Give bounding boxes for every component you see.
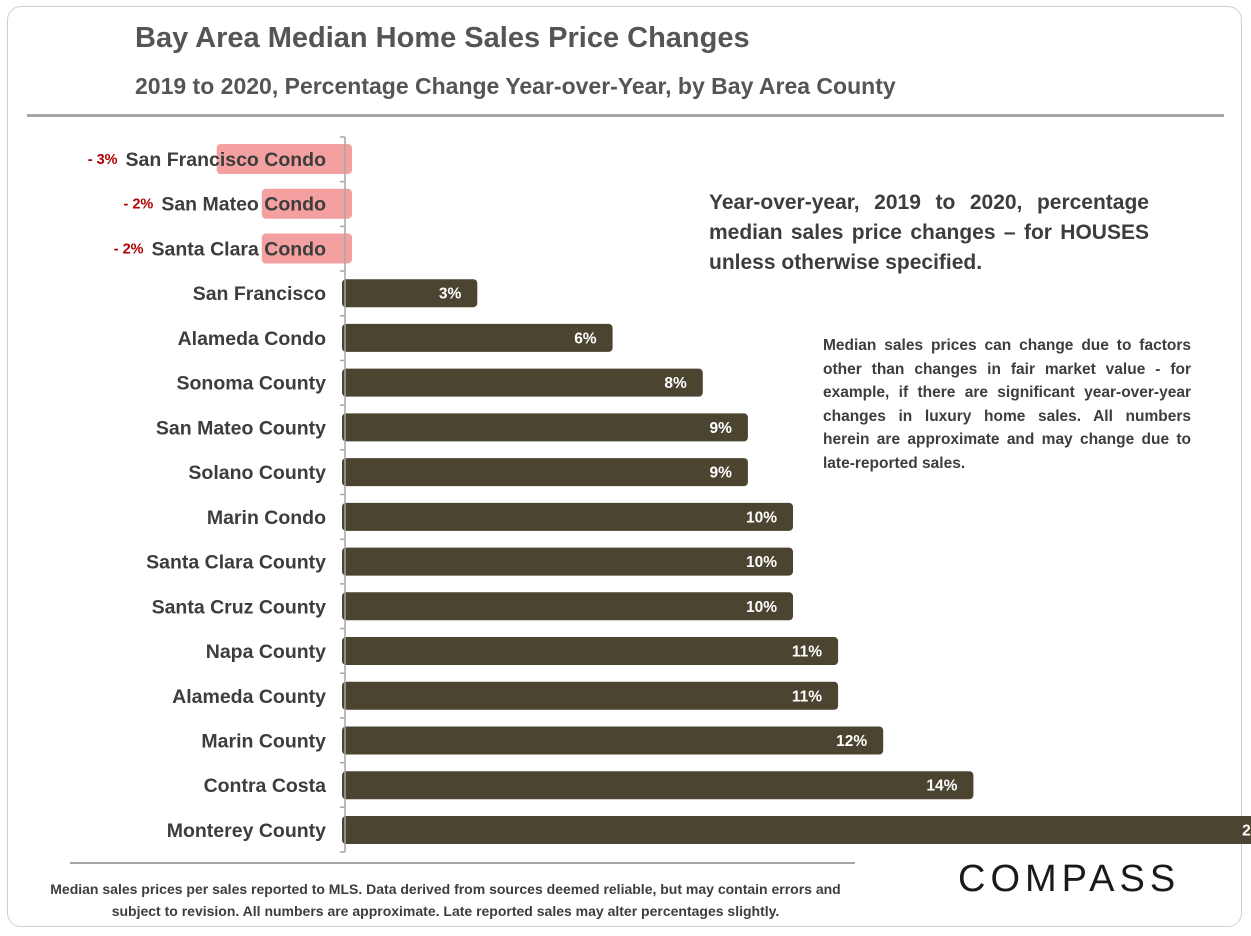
bar-santa-cruz-county (342, 592, 793, 621)
houses-note: Year-over-year, 2019 to 2020, percentage… (709, 191, 1149, 274)
footer-divider (70, 862, 855, 864)
category-label-monterey-county: Monterey County (167, 820, 326, 842)
value-label-santa-clara-county: 10% (746, 554, 777, 571)
value-label-contra-costa: 14% (926, 778, 957, 795)
bar-santa-clara-county (342, 547, 793, 576)
bar-san-francisco (342, 279, 478, 308)
category-label-marin-condo: Marin Condo (207, 507, 326, 529)
header-divider (27, 114, 1224, 117)
category-label-marin-county: Marin County (201, 730, 326, 752)
category-label-solano-county: Solano County (188, 462, 326, 484)
bar-monterey-county (342, 815, 1251, 844)
bar-alameda-condo (342, 323, 613, 352)
value-label-monterey-county: 21% (1242, 822, 1251, 839)
value-label-solano-county: 9% (709, 465, 732, 482)
value-label-san-francisco: 3% (439, 286, 462, 303)
category-label-contra-costa: Contra Costa (204, 775, 327, 797)
value-label-san-mateo-county: 9% (709, 420, 732, 437)
bar-contra-costa (342, 771, 974, 800)
value-label-marin-county: 12% (836, 733, 867, 750)
bar-marin-condo (342, 502, 793, 531)
value-label-san-mateo-condo: - 2% (124, 197, 154, 213)
category-label-sonoma-county: Sonoma County (177, 373, 327, 395)
bar-alameda-county (342, 681, 839, 710)
bar-sonoma-county (342, 368, 703, 397)
category-label-san-mateo-county: San Mateo County (156, 417, 326, 439)
category-label-alameda-county: Alameda County (172, 686, 326, 708)
category-label-alameda-condo: Alameda Condo (178, 328, 327, 350)
value-label-alameda-condo: 6% (574, 330, 597, 347)
chart-subtitle: 2019 to 2020, Percentage Change Year-ove… (135, 73, 896, 99)
value-label-santa-clara-condo: - 2% (114, 241, 144, 257)
category-label-napa-county: Napa County (206, 641, 326, 663)
value-label-marin-condo: 10% (746, 509, 777, 526)
value-label-sonoma-county: 8% (664, 375, 687, 392)
bar-san-francisco-condo (216, 144, 352, 174)
category-label-santa-clara-condo: Santa Clara Condo (152, 238, 327, 260)
category-label-san-francisco: San Francisco (193, 283, 326, 305)
chart-frame (7, 6, 1242, 927)
bar-solano-county (342, 458, 748, 487)
bar-san-mateo-condo (261, 188, 352, 219)
category-label-san-francisco-condo: San Francisco Condo (126, 149, 327, 171)
category-label-san-mateo-condo: San Mateo Condo (161, 194, 326, 216)
disclaimer-note: Median sales prices can change due to fa… (823, 337, 1191, 472)
compass-logo: COMPASS (958, 858, 1181, 900)
value-label-napa-county: 11% (792, 644, 822, 661)
value-label-alameda-county: 11% (792, 688, 822, 705)
chart-title: Bay Area Median Home Sales Price Changes (135, 22, 750, 54)
bar-san-mateo-county (342, 413, 748, 442)
category-label-santa-clara-county: Santa Clara County (146, 552, 326, 574)
bar-marin-county (342, 726, 884, 755)
value-label-santa-cruz-county: 10% (746, 599, 777, 616)
footnote: Median sales prices per sales reported t… (50, 881, 841, 919)
value-label-san-francisco-condo: - 3% (88, 152, 118, 168)
bar-santa-clara-condo (261, 233, 352, 264)
bar-napa-county (342, 637, 839, 666)
category-label-santa-cruz-county: Santa Cruz County (152, 596, 327, 618)
